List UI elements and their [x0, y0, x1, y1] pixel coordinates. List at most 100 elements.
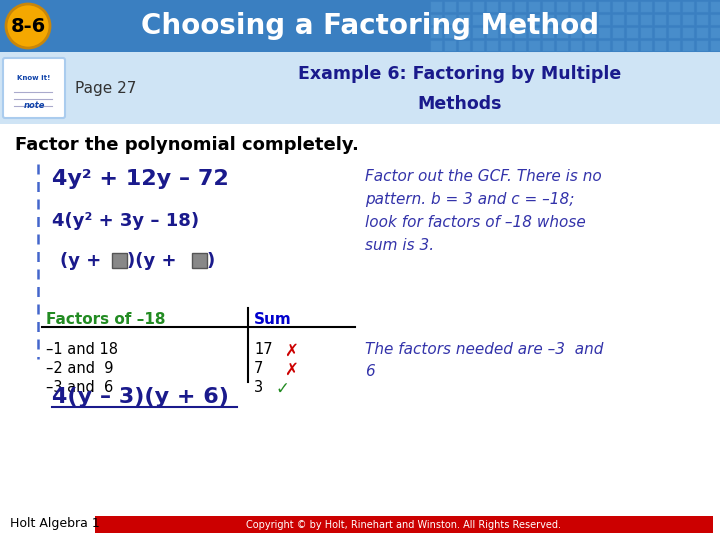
FancyBboxPatch shape — [556, 1, 568, 12]
FancyBboxPatch shape — [626, 40, 638, 51]
Text: note: note — [23, 102, 45, 111]
Text: 4(y² + 3y – 18): 4(y² + 3y – 18) — [52, 212, 199, 230]
FancyBboxPatch shape — [654, 14, 666, 25]
Text: ): ) — [207, 252, 215, 270]
Text: 3: 3 — [254, 380, 263, 395]
FancyBboxPatch shape — [584, 1, 596, 12]
FancyBboxPatch shape — [640, 27, 652, 38]
FancyBboxPatch shape — [444, 1, 456, 12]
FancyBboxPatch shape — [486, 1, 498, 12]
FancyBboxPatch shape — [112, 253, 127, 268]
Text: Sum: Sum — [254, 312, 292, 327]
FancyBboxPatch shape — [514, 40, 526, 51]
FancyBboxPatch shape — [710, 40, 720, 51]
Text: Choosing a Factoring Method: Choosing a Factoring Method — [141, 12, 599, 40]
Text: ✗: ✗ — [284, 361, 298, 379]
FancyBboxPatch shape — [612, 14, 624, 25]
FancyBboxPatch shape — [458, 27, 470, 38]
Text: )(y +: )(y + — [127, 252, 183, 270]
FancyBboxPatch shape — [626, 14, 638, 25]
Text: Know it!: Know it! — [17, 75, 50, 81]
FancyBboxPatch shape — [696, 1, 708, 12]
Text: pattern. b = 3 and c = –18;: pattern. b = 3 and c = –18; — [365, 192, 575, 207]
FancyBboxPatch shape — [458, 14, 470, 25]
Text: sum is 3.: sum is 3. — [365, 238, 434, 253]
FancyBboxPatch shape — [556, 14, 568, 25]
Text: (y +: (y + — [60, 252, 107, 270]
FancyBboxPatch shape — [472, 14, 484, 25]
FancyBboxPatch shape — [472, 40, 484, 51]
FancyBboxPatch shape — [584, 40, 596, 51]
FancyBboxPatch shape — [654, 40, 666, 51]
FancyBboxPatch shape — [528, 1, 540, 12]
Text: ✗: ✗ — [284, 342, 298, 360]
FancyBboxPatch shape — [430, 1, 442, 12]
FancyBboxPatch shape — [598, 27, 610, 38]
FancyBboxPatch shape — [486, 27, 498, 38]
Text: –1 and 18: –1 and 18 — [46, 342, 118, 357]
Text: Factors of –18: Factors of –18 — [46, 312, 166, 327]
FancyBboxPatch shape — [668, 14, 680, 25]
FancyBboxPatch shape — [458, 1, 470, 12]
FancyBboxPatch shape — [682, 14, 694, 25]
FancyBboxPatch shape — [3, 58, 65, 118]
Text: Factor out the GCF. There is no: Factor out the GCF. There is no — [365, 169, 602, 184]
FancyBboxPatch shape — [444, 14, 456, 25]
Text: look for factors of –18 whose: look for factors of –18 whose — [365, 215, 586, 230]
FancyBboxPatch shape — [430, 14, 442, 25]
FancyBboxPatch shape — [696, 14, 708, 25]
FancyBboxPatch shape — [458, 40, 470, 51]
FancyBboxPatch shape — [570, 40, 582, 51]
FancyBboxPatch shape — [514, 27, 526, 38]
Text: Methods: Methods — [418, 95, 503, 113]
FancyBboxPatch shape — [640, 14, 652, 25]
FancyBboxPatch shape — [444, 40, 456, 51]
FancyBboxPatch shape — [570, 27, 582, 38]
Text: ✓: ✓ — [276, 380, 290, 398]
Text: 17: 17 — [254, 342, 273, 357]
FancyBboxPatch shape — [570, 1, 582, 12]
FancyBboxPatch shape — [528, 40, 540, 51]
FancyBboxPatch shape — [95, 516, 713, 533]
Text: 7: 7 — [254, 361, 264, 376]
FancyBboxPatch shape — [500, 27, 512, 38]
FancyBboxPatch shape — [598, 40, 610, 51]
FancyBboxPatch shape — [612, 40, 624, 51]
Text: 4y² + 12y – 72: 4y² + 12y – 72 — [52, 169, 229, 189]
FancyBboxPatch shape — [598, 1, 610, 12]
FancyBboxPatch shape — [542, 14, 554, 25]
FancyBboxPatch shape — [556, 27, 568, 38]
FancyBboxPatch shape — [486, 40, 498, 51]
FancyBboxPatch shape — [0, 0, 720, 52]
Text: Factor the polynomial completely.: Factor the polynomial completely. — [15, 136, 359, 154]
FancyBboxPatch shape — [654, 27, 666, 38]
Text: Copyright © by Holt, Rinehart and Winston. All Rights Reserved.: Copyright © by Holt, Rinehart and Winsto… — [246, 520, 562, 530]
Circle shape — [6, 4, 50, 48]
FancyBboxPatch shape — [710, 1, 720, 12]
Text: The factors needed are –3  and: The factors needed are –3 and — [365, 342, 603, 357]
FancyBboxPatch shape — [668, 27, 680, 38]
FancyBboxPatch shape — [444, 27, 456, 38]
FancyBboxPatch shape — [514, 1, 526, 12]
FancyBboxPatch shape — [472, 1, 484, 12]
FancyBboxPatch shape — [192, 253, 207, 268]
FancyBboxPatch shape — [612, 27, 624, 38]
FancyBboxPatch shape — [0, 52, 720, 124]
FancyBboxPatch shape — [654, 1, 666, 12]
Text: 4(y – 3)(y + 6): 4(y – 3)(y + 6) — [52, 387, 229, 407]
Text: Example 6: Factoring by Multiple: Example 6: Factoring by Multiple — [298, 65, 621, 83]
FancyBboxPatch shape — [430, 27, 442, 38]
FancyBboxPatch shape — [682, 40, 694, 51]
FancyBboxPatch shape — [500, 1, 512, 12]
Text: Page 27: Page 27 — [75, 80, 136, 96]
FancyBboxPatch shape — [584, 14, 596, 25]
Text: 8-6: 8-6 — [10, 17, 45, 36]
FancyBboxPatch shape — [528, 27, 540, 38]
FancyBboxPatch shape — [598, 14, 610, 25]
FancyBboxPatch shape — [682, 27, 694, 38]
FancyBboxPatch shape — [472, 27, 484, 38]
FancyBboxPatch shape — [486, 14, 498, 25]
FancyBboxPatch shape — [710, 14, 720, 25]
FancyBboxPatch shape — [542, 1, 554, 12]
FancyBboxPatch shape — [514, 14, 526, 25]
